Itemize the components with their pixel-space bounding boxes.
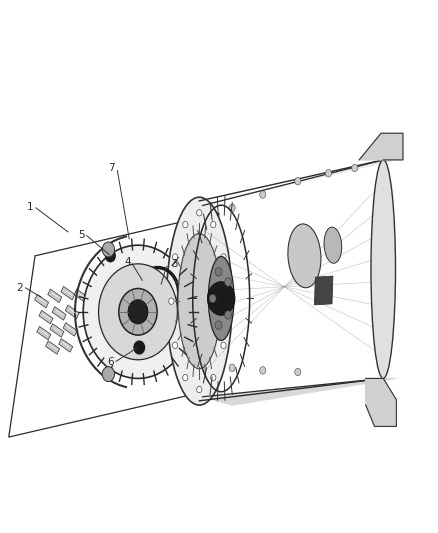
Text: 4: 4	[124, 257, 131, 267]
Polygon shape	[59, 338, 73, 352]
Circle shape	[99, 264, 177, 360]
Polygon shape	[314, 276, 333, 305]
Circle shape	[197, 209, 202, 216]
Polygon shape	[61, 286, 75, 300]
Circle shape	[106, 250, 115, 262]
Circle shape	[325, 169, 332, 177]
Polygon shape	[202, 378, 396, 405]
Circle shape	[215, 321, 222, 329]
Circle shape	[352, 164, 358, 172]
Polygon shape	[39, 310, 53, 324]
Circle shape	[197, 386, 202, 393]
Circle shape	[128, 300, 148, 324]
Circle shape	[221, 254, 226, 260]
Circle shape	[260, 367, 266, 374]
Circle shape	[209, 294, 216, 303]
Polygon shape	[52, 306, 66, 320]
Circle shape	[295, 177, 301, 185]
Circle shape	[221, 342, 226, 349]
Polygon shape	[50, 324, 64, 337]
Ellipse shape	[371, 160, 396, 378]
Text: 2: 2	[16, 283, 23, 293]
Text: 3: 3	[171, 259, 177, 269]
Polygon shape	[366, 378, 396, 426]
Ellipse shape	[166, 197, 232, 405]
Circle shape	[225, 298, 230, 304]
Polygon shape	[48, 289, 62, 303]
Ellipse shape	[324, 227, 342, 263]
Circle shape	[183, 375, 188, 381]
Circle shape	[215, 268, 222, 276]
Polygon shape	[202, 160, 396, 206]
Circle shape	[83, 245, 193, 378]
Circle shape	[211, 221, 216, 228]
Ellipse shape	[288, 224, 321, 288]
Text: 5: 5	[78, 230, 85, 239]
Circle shape	[143, 276, 172, 311]
Circle shape	[148, 281, 167, 305]
Circle shape	[208, 281, 235, 315]
Circle shape	[295, 368, 301, 376]
Text: 6: 6	[107, 358, 114, 367]
Circle shape	[225, 278, 232, 286]
Text: 7: 7	[108, 164, 115, 173]
Polygon shape	[37, 326, 51, 340]
Text: 1: 1	[26, 202, 33, 212]
Circle shape	[173, 254, 178, 260]
Circle shape	[260, 191, 266, 198]
Circle shape	[102, 367, 114, 382]
Circle shape	[229, 364, 235, 372]
Ellipse shape	[208, 256, 234, 341]
Circle shape	[183, 221, 188, 228]
Circle shape	[169, 298, 174, 304]
Circle shape	[134, 341, 145, 354]
Polygon shape	[63, 322, 77, 336]
Polygon shape	[35, 294, 49, 308]
Polygon shape	[74, 289, 88, 303]
Circle shape	[229, 204, 235, 212]
Circle shape	[102, 242, 115, 257]
Polygon shape	[46, 341, 60, 354]
Circle shape	[211, 375, 216, 381]
Circle shape	[173, 342, 178, 349]
Polygon shape	[65, 305, 79, 319]
Ellipse shape	[178, 233, 221, 369]
Circle shape	[225, 311, 232, 319]
Circle shape	[119, 288, 157, 335]
Polygon shape	[359, 133, 403, 160]
